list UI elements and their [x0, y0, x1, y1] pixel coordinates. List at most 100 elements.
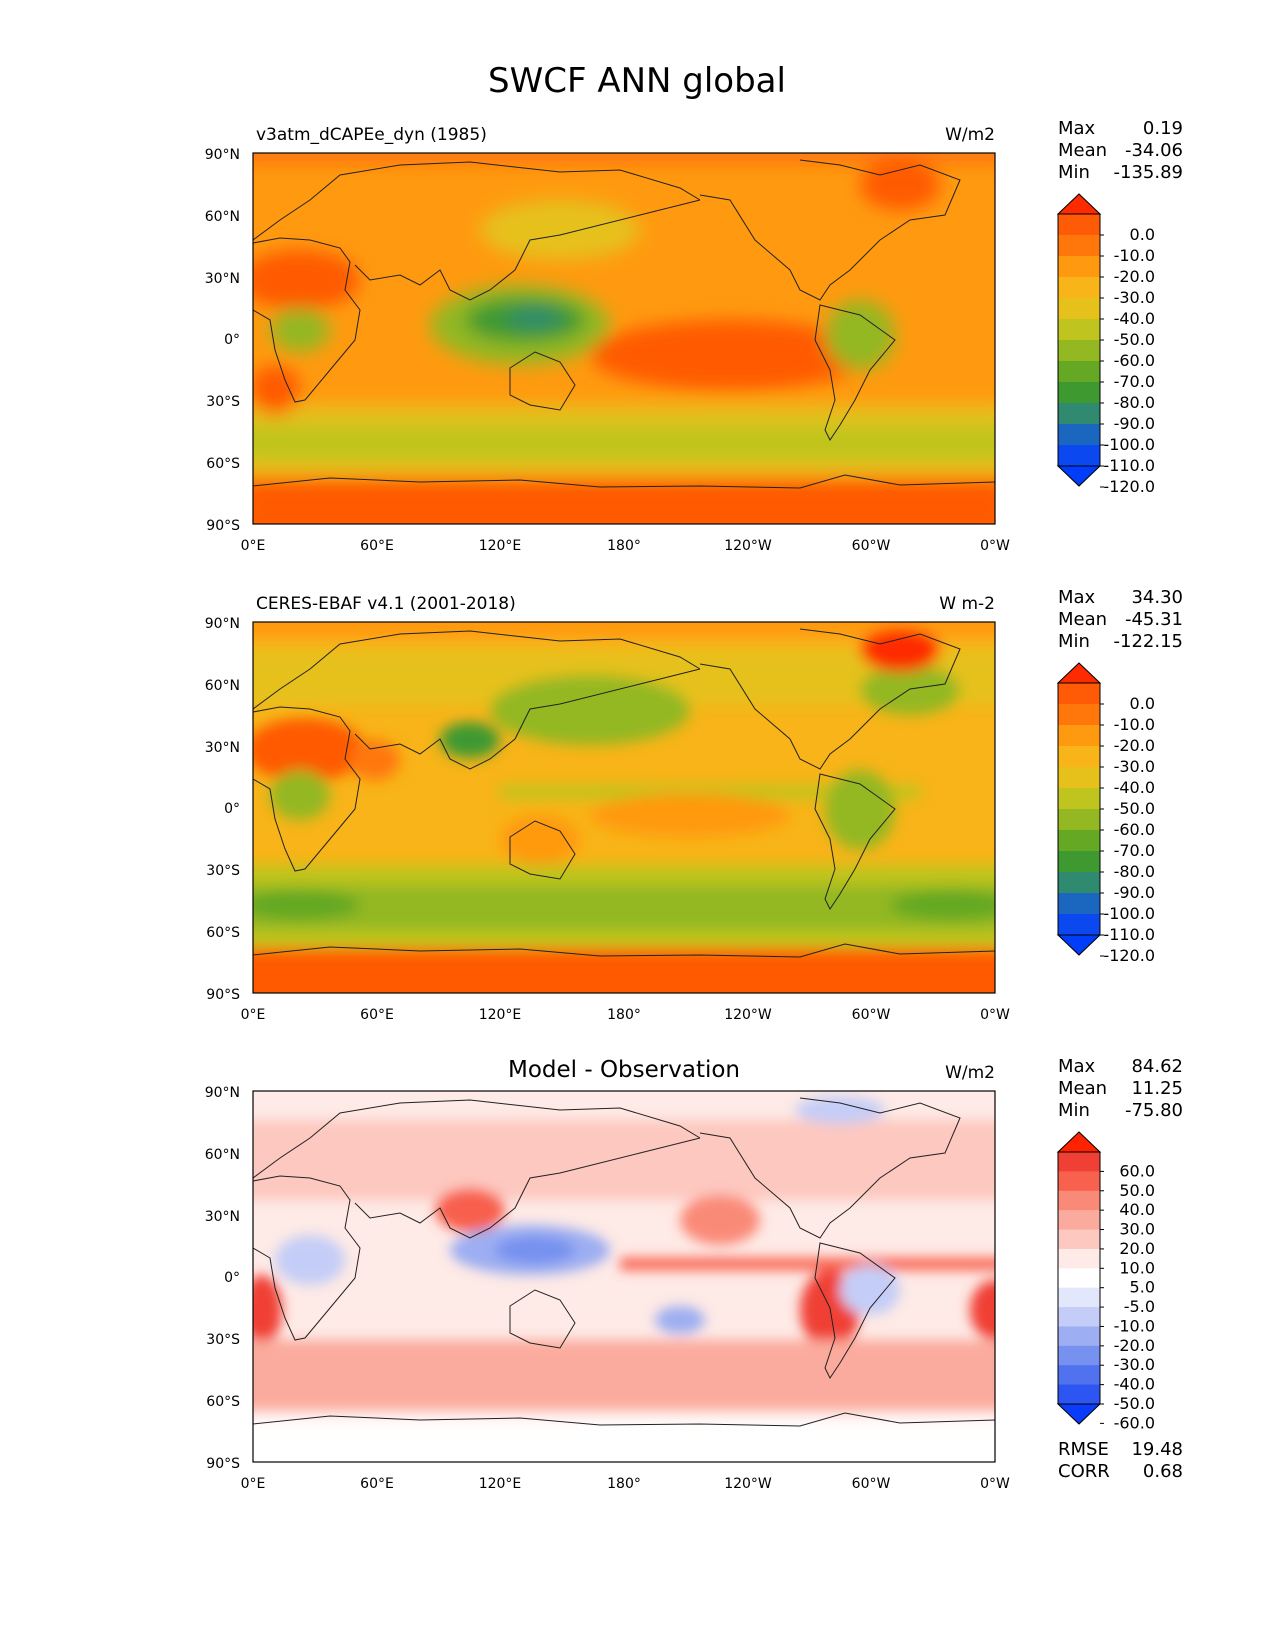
lat-tick-label: 60°N: [205, 1147, 240, 1163]
coast-antarctica: [253, 474, 995, 489]
colorbar-segment: [1058, 382, 1100, 404]
panel-difference-colorbar: 60.050.040.030.020.010.05.0-5.0-10.0-20.…: [1056, 1131, 1155, 1432]
lon-tick-label: 120°E: [479, 1476, 522, 1492]
colorbar-segment: [1058, 872, 1100, 894]
panel-difference-units: W/m2: [945, 1063, 995, 1083]
coast-north-america: [699, 1097, 961, 1239]
lat-tick-label: 30°S: [206, 394, 240, 410]
field-south-atlantic: [253, 365, 300, 415]
panel-difference-title: Model - Observation: [508, 1057, 740, 1083]
coastlines: [253, 628, 995, 958]
colorbar-tick-label: 10.0: [1119, 1258, 1155, 1277]
colorbar-extend-bottom: [1056, 465, 1102, 487]
colorbar-tick-label: 50.0: [1119, 1181, 1155, 1200]
lon-tick-label: 60°W: [852, 1007, 891, 1023]
colorbar-segment: [1058, 340, 1100, 362]
stat-min-value: -75.80: [1125, 1100, 1183, 1121]
colorbar-segment: [1058, 1307, 1100, 1327]
field-east-asia-pos: [435, 1188, 505, 1232]
panel-observation: CERES-EBAF v4.1 (2001-2018) W m-2: [205, 587, 1183, 1023]
stat-mean-value: -45.31: [1125, 609, 1183, 630]
colorbar-segment: [1058, 445, 1100, 467]
field-sahara: [253, 718, 365, 782]
coast-australia: [509, 1289, 576, 1349]
field-east-pacific-stratocu: [590, 793, 790, 837]
colorbar-tick-label: -60.0: [1114, 351, 1155, 370]
stat-max-value: 34.30: [1131, 587, 1183, 608]
colorbar-tick-label: -100.0: [1103, 904, 1155, 923]
colorbar-tick-label: -50.0: [1114, 799, 1155, 818]
lat-tick-label: 0°: [224, 332, 240, 348]
coast-africa: [253, 237, 361, 403]
colorbar-segment: [1058, 1152, 1100, 1172]
colorbar-tick-label: -10.0: [1114, 715, 1155, 734]
colorbar-tick-label: -20.0: [1114, 1336, 1155, 1355]
colorbar-segment: [1058, 1326, 1100, 1347]
field-congo: [270, 308, 330, 352]
lon-tick-label: 180°: [607, 1476, 641, 1492]
colorbar-tick-label: -70.0: [1114, 841, 1155, 860]
field-north-pacific-storm: [490, 675, 690, 745]
lon-tick-label: 0°W: [980, 1476, 1010, 1492]
metric-rmse-label: RMSE: [1058, 1439, 1109, 1460]
field-arctic-band: [253, 153, 995, 164]
colorbar-segment: [1058, 1287, 1100, 1308]
field-southern-ocean-inner: [253, 885, 995, 930]
colorbar-segment: [1058, 361, 1100, 383]
lat-tick-label: 90°N: [205, 1085, 240, 1101]
colorbar-frame: [1057, 1151, 1101, 1405]
colorbar-tick-label: -60.0: [1114, 820, 1155, 839]
colorbar-extend-bottom: [1056, 1403, 1102, 1425]
field-warm-pool-core: [507, 308, 563, 328]
lon-tick-label: 120°W: [724, 1007, 772, 1023]
stat-max-value: 84.62: [1131, 1056, 1183, 1077]
metric-corr-value: 0.68: [1143, 1461, 1183, 1482]
coastlines: [253, 1097, 995, 1427]
coast-africa: [253, 1175, 361, 1341]
metric-corr-label: CORR: [1058, 1461, 1110, 1482]
lat-tick-label: 30°N: [205, 271, 240, 287]
colorbar-tick-label: -110.0: [1103, 925, 1155, 944]
colorbar-tick-label: -10.0: [1114, 246, 1155, 265]
lon-tick-label: 60°E: [360, 538, 394, 554]
colorbar-tick-label: -40.0: [1114, 778, 1155, 797]
coast-east-asia: [354, 199, 701, 301]
lon-tick-label: 60°E: [360, 1476, 394, 1492]
colorbar-segment: [1058, 704, 1100, 726]
lat-tick-label: 90°S: [206, 987, 240, 1003]
colorbar-segment: [1058, 1384, 1100, 1405]
lon-tick-label: 0°E: [241, 1476, 266, 1492]
colorbar-segment: [1058, 403, 1100, 425]
stat-min-value: -122.15: [1114, 631, 1183, 652]
field-africa-neg: [275, 1235, 345, 1285]
colorbar-tick-label: -50.0: [1114, 1394, 1155, 1413]
panel-difference-map: [253, 1091, 995, 1462]
field-antarctic: [253, 948, 995, 993]
colorbar-segment: [1058, 914, 1100, 936]
colorbar-segment: [1058, 725, 1100, 747]
colorbar-tick-label: -20.0: [1114, 267, 1155, 286]
lat-tick-label: 90°S: [206, 1456, 240, 1472]
colorbar-tick-label: -90.0: [1114, 414, 1155, 433]
colorbar-segment: [1058, 1190, 1100, 1211]
field-southern-ocean-core: [253, 890, 360, 920]
colorbar-segment: [1058, 1210, 1100, 1231]
field-north-atlantic-storm: [860, 665, 960, 715]
stat-mean-value: -34.06: [1125, 140, 1183, 161]
stat-max-value: 0.19: [1143, 118, 1183, 139]
coast-antarctica: [253, 943, 995, 958]
lat-tick-label: 0°: [224, 801, 240, 817]
lat-tick-label: 30°N: [205, 740, 240, 756]
colorbar-segment: [1058, 767, 1100, 789]
field-amazon-neg: [840, 1265, 900, 1315]
panel-observation-units: W m-2: [939, 594, 995, 614]
colorbar-extend-bottom: [1056, 934, 1102, 956]
colorbar-tick-label: -30.0: [1114, 288, 1155, 307]
field-amazon: [825, 770, 895, 850]
field-greenland-neg: [795, 1096, 885, 1124]
field-sw-africa-pos: [253, 1275, 282, 1345]
colorbar-segment: [1058, 746, 1100, 768]
colorbar-segment: [1058, 1171, 1100, 1192]
panel-observation-colorbar: 0.0 -10.0 -20.0 -30.0 -40.0 -50.0 -60.0 -70.0 -8…: [1056, 662, 1155, 965]
colorbar-tick-label: -80.0: [1114, 862, 1155, 881]
